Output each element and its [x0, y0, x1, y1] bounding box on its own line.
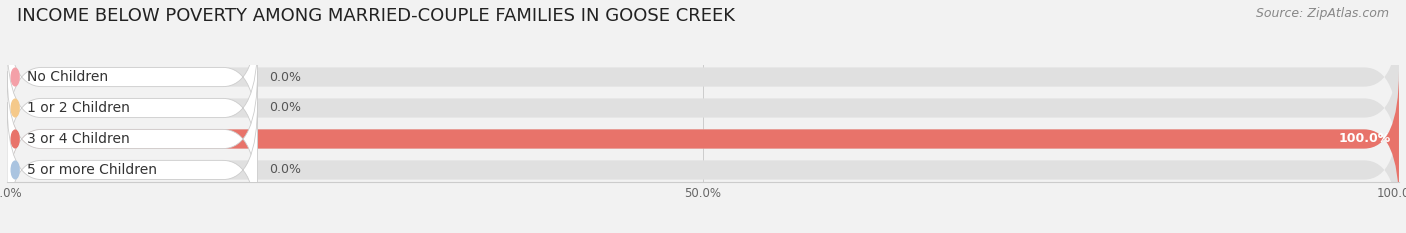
FancyBboxPatch shape: [7, 40, 1399, 176]
Text: 100.0%: 100.0%: [1339, 133, 1391, 145]
Text: 1 or 2 Children: 1 or 2 Children: [28, 101, 131, 115]
Circle shape: [11, 99, 20, 117]
Circle shape: [11, 68, 20, 86]
Text: 0.0%: 0.0%: [269, 102, 301, 114]
FancyBboxPatch shape: [7, 102, 257, 233]
FancyBboxPatch shape: [7, 9, 257, 145]
Text: 3 or 4 Children: 3 or 4 Children: [28, 132, 131, 146]
Text: 0.0%: 0.0%: [269, 164, 301, 176]
Text: Source: ZipAtlas.com: Source: ZipAtlas.com: [1256, 7, 1389, 20]
Text: 0.0%: 0.0%: [269, 71, 301, 83]
Text: INCOME BELOW POVERTY AMONG MARRIED-COUPLE FAMILIES IN GOOSE CREEK: INCOME BELOW POVERTY AMONG MARRIED-COUPL…: [17, 7, 735, 25]
FancyBboxPatch shape: [7, 9, 1399, 145]
Text: No Children: No Children: [28, 70, 108, 84]
FancyBboxPatch shape: [7, 40, 257, 176]
Circle shape: [11, 161, 20, 179]
Text: 5 or more Children: 5 or more Children: [28, 163, 157, 177]
FancyBboxPatch shape: [7, 71, 257, 207]
FancyBboxPatch shape: [7, 71, 1399, 207]
FancyBboxPatch shape: [7, 71, 1399, 207]
Circle shape: [11, 130, 20, 148]
FancyBboxPatch shape: [7, 102, 1399, 233]
